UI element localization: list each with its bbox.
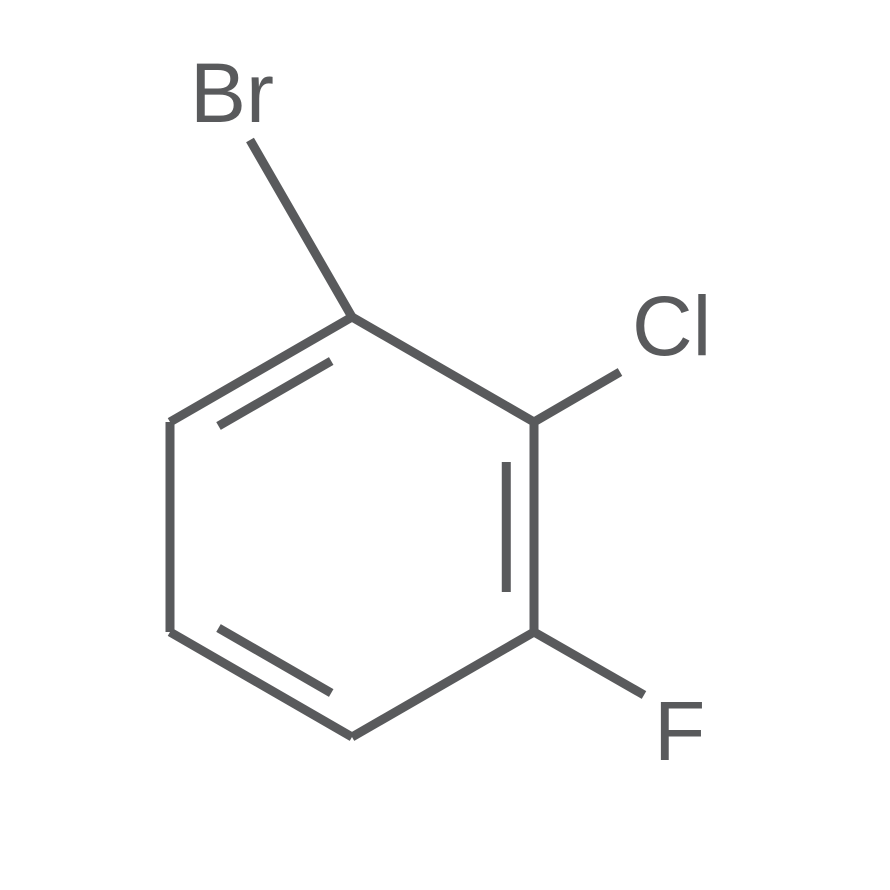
- ring-inner-bond: [219, 628, 332, 693]
- substituent-bond-f: [534, 632, 644, 695]
- molecule-diagram: Br Cl F: [0, 0, 890, 890]
- ring-inner-bond: [219, 361, 332, 426]
- atom-label-f: F: [654, 684, 705, 778]
- atom-label-br: Br: [190, 46, 274, 140]
- ring-bond: [352, 317, 534, 422]
- ring-bond: [352, 632, 534, 737]
- substituent-bond-cl: [534, 372, 620, 422]
- substituent-bond-br: [250, 140, 352, 317]
- atom-label-cl: Cl: [632, 279, 711, 373]
